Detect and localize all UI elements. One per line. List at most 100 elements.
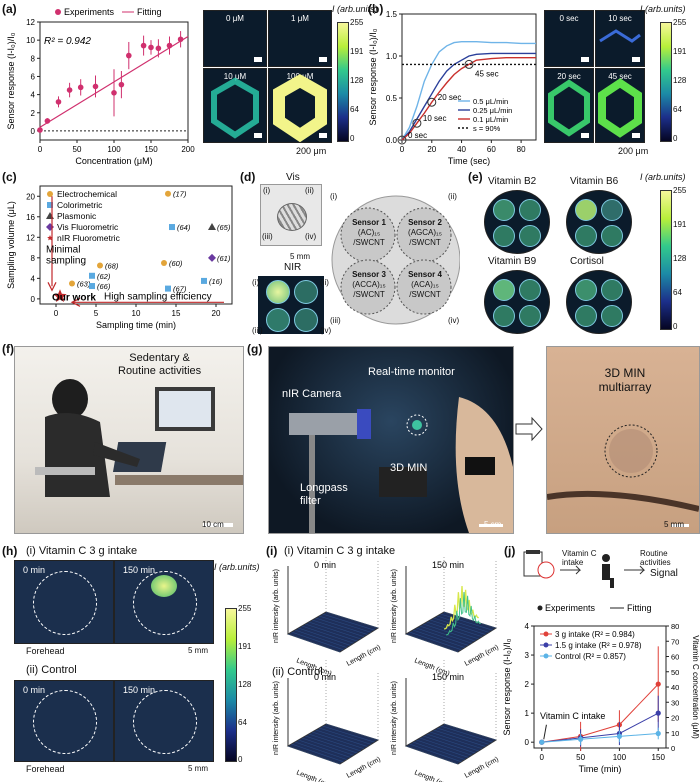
sensor-well (519, 225, 541, 247)
surface-mesh (325, 611, 379, 629)
marker-colorimetric (169, 224, 175, 231)
analyte-label: Vitamin B6 (570, 176, 619, 187)
surface-mesh (294, 741, 348, 760)
annotation-arrow (543, 724, 547, 740)
cbar-tick: 64 (238, 718, 247, 727)
sensor-well (519, 199, 541, 221)
data-point (655, 681, 661, 687)
surface-mesh (405, 745, 459, 765)
vis-array (277, 203, 307, 231)
y2-tick-label: 20 (671, 714, 679, 723)
data-point (148, 44, 154, 51)
legend-marker (537, 605, 543, 611)
cbar-tick: 255 (673, 186, 687, 195)
panel-i-surfaces: 0 min nIR intensity (arb. units) Length (c… (273, 556, 500, 782)
analyte-label: Cortisol (570, 256, 604, 267)
legend-label: s = 90% (473, 124, 501, 133)
surface-mesh (426, 621, 479, 640)
vis-well-i: (i) (263, 186, 271, 195)
surface-mesh (409, 631, 462, 651)
legend-label: 0.5 μL/min (473, 97, 508, 106)
roi-circle (33, 571, 97, 635)
marker-colorimetric (89, 283, 95, 290)
sensor-seq: (ACA)₁₅ (411, 280, 439, 289)
surface-mesh (319, 727, 372, 745)
x-tick-label: 100 (613, 753, 627, 762)
x-tick-label: 200 (181, 145, 195, 154)
image-b-0sec: 0 sec (544, 10, 594, 67)
marker-colorimetric (201, 277, 207, 284)
reference-label: (17) (173, 190, 187, 199)
flow-routine: Routine activities (640, 549, 671, 567)
annotation-minimal: Minimal (46, 245, 80, 256)
surface-mesh (433, 729, 486, 747)
panel-a-chart: 0 50 100 150 200 0 2 4 6 8 10 12 Concentration (μM) S… (6, 7, 195, 166)
legend-label: 3 g intake (R² = 0.984) (555, 630, 635, 639)
data-point (111, 90, 117, 96)
surface-mesh (430, 619, 483, 638)
panel-e-cbar-title: I (arb.units) (640, 172, 686, 182)
surface-mesh (430, 731, 483, 750)
sensor-well (601, 225, 623, 247)
x-tick-label: 20 (212, 309, 221, 318)
reference-label: (66) (97, 282, 111, 291)
x-axis-label: Concentration (μM) (75, 156, 152, 166)
time-marker (464, 59, 474, 69)
panel-g-photo (268, 346, 514, 534)
time-marker (427, 97, 437, 107)
cbar-tick: 0 (673, 134, 678, 143)
analyte-sensor-image (484, 190, 550, 254)
legend-label: Fitting (137, 7, 162, 17)
x-axis-label: Time (min) (579, 764, 622, 774)
x-tick-label: 0 (38, 145, 43, 154)
surface-mesh (319, 615, 372, 633)
x-axis-label: Length (cm) (295, 769, 332, 782)
panel-f-caption: Sedentary & Routine activities (118, 352, 201, 378)
panel-b-label: (b) (368, 2, 384, 16)
cbar-tick: 0 (673, 322, 678, 331)
x-tick-label: 0 (400, 145, 405, 154)
y-axis-label: Sensor response (I-I₀)/I₀ (6, 32, 16, 129)
h-control-150min: 150 min (114, 680, 214, 762)
data-point (92, 83, 99, 90)
sensor-well (601, 279, 623, 301)
time-label: 150 min (123, 685, 156, 695)
y-tick-label: 0.5 (386, 94, 398, 103)
analyte-sensor-image (566, 270, 632, 334)
image-a-0uM: 0 μM (203, 10, 267, 67)
nir-well-i: (i) (252, 278, 260, 287)
panel-a-scale: 200 μm (296, 146, 327, 156)
panel-c-label: (c) (2, 170, 17, 184)
data-point (616, 733, 623, 739)
sensor-well (575, 305, 597, 327)
legend-label: 1.5 g intake (R² = 0.978) (555, 641, 642, 650)
surface-mesh (315, 617, 368, 635)
surface-mesh (426, 733, 479, 752)
panel-d-nir-label: NIR (284, 262, 302, 273)
surface-mesh (308, 733, 361, 752)
y-tick-label: 1.0 (386, 52, 398, 61)
nir-well (266, 308, 290, 332)
z-axis-label: nIR intensity (arb. units) (273, 681, 280, 755)
legend-marker (543, 642, 549, 648)
surface-mesh (437, 727, 490, 745)
cbar-tick: 191 (350, 47, 364, 56)
f-scale-bar (203, 523, 233, 527)
marker-plasmonic (46, 212, 54, 219)
nir-well (294, 308, 318, 332)
time-annotation: 45 sec (475, 69, 499, 78)
surface-mesh (312, 619, 365, 638)
vis-photo (260, 184, 322, 246)
analyte-label: Vitamin B2 (488, 176, 537, 187)
y2-tick-label: 50 (671, 668, 679, 677)
fitting-line (541, 712, 659, 743)
sensor-name: Sensor 3 (352, 270, 386, 279)
h-scale-2: 5 mm (188, 764, 208, 773)
panel-f-scale: 10 cm (202, 520, 224, 529)
y-tick-label: 2 (31, 109, 36, 118)
panel-a-cbar-title: I (arb.units) (332, 4, 378, 14)
cbar-tick: 191 (673, 47, 687, 56)
nir-well-iii: (iii) (252, 326, 263, 335)
surface-mesh (322, 613, 375, 631)
